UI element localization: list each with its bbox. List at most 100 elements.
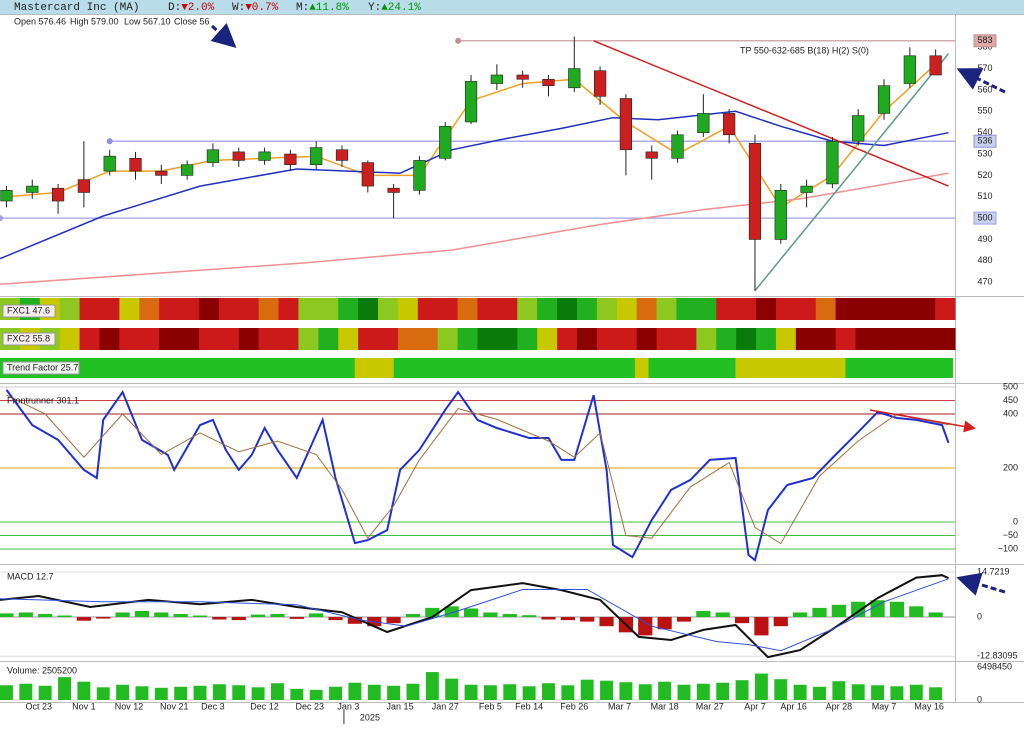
volume-bar bbox=[929, 687, 943, 700]
heat-cell bbox=[756, 298, 777, 320]
macd-histogram-bar bbox=[773, 617, 788, 627]
heat-cell bbox=[238, 328, 260, 350]
heat-cell bbox=[358, 298, 379, 320]
volume-bar bbox=[367, 684, 381, 700]
x-tick-label: Dec 23 bbox=[295, 701, 324, 711]
heat-cell bbox=[815, 328, 837, 350]
candle-body bbox=[929, 55, 942, 76]
moving-average bbox=[0, 110, 949, 260]
trend-segment bbox=[634, 358, 649, 378]
volume-bar bbox=[309, 689, 323, 700]
y-tick-label: 510 bbox=[977, 191, 992, 201]
heat-cell bbox=[875, 328, 896, 350]
heat-cell bbox=[437, 298, 459, 320]
heat-cell bbox=[656, 328, 677, 350]
macd-histogram-bar bbox=[289, 617, 304, 619]
x-tick-label: Oct 23 bbox=[25, 701, 52, 711]
volume-bar bbox=[890, 686, 904, 700]
change-value: ▲11.8% bbox=[309, 2, 349, 14]
heat-cell bbox=[218, 328, 240, 350]
heat-cell bbox=[537, 298, 558, 320]
candle-body bbox=[593, 70, 607, 97]
heat-cell bbox=[696, 298, 717, 320]
x-tick-label: Mar 27 bbox=[696, 701, 724, 711]
macd-histogram-bar bbox=[347, 617, 362, 624]
heat-cell bbox=[517, 328, 538, 350]
change-label: W: bbox=[232, 2, 245, 14]
macd-histogram-bar bbox=[270, 613, 285, 618]
volume-bar bbox=[290, 688, 304, 700]
heat-cell bbox=[756, 328, 777, 350]
level-anchor bbox=[106, 138, 113, 145]
macd-histogram-bar bbox=[134, 610, 150, 618]
macd-histogram-bar bbox=[444, 606, 459, 618]
heat-cell bbox=[656, 298, 677, 320]
volume-bar bbox=[561, 685, 575, 700]
macd-histogram-bar bbox=[173, 613, 188, 618]
macd-histogram-bar bbox=[580, 617, 595, 622]
volume-bar bbox=[832, 681, 846, 700]
heat-cell bbox=[596, 328, 618, 350]
heat-cell bbox=[119, 328, 140, 350]
level-label: 500 bbox=[977, 212, 992, 222]
heat-cell bbox=[318, 298, 339, 320]
y-tick-label: −50 bbox=[1003, 530, 1018, 540]
annotation: TP 550-632-685 B(18) H(2) S(0) bbox=[740, 45, 869, 55]
level-label: 536 bbox=[977, 136, 992, 146]
candle-body bbox=[619, 98, 633, 151]
heat-cell bbox=[159, 328, 180, 350]
heat-cell bbox=[696, 328, 717, 350]
macd-histogram-bar bbox=[715, 612, 730, 618]
candle-body bbox=[748, 143, 762, 240]
x-tick-label: Feb 14 bbox=[515, 701, 543, 711]
heat-cell bbox=[397, 328, 419, 350]
heat-cell bbox=[915, 328, 936, 350]
macd-histogram-bar bbox=[638, 617, 653, 636]
y-tick-label: 570 bbox=[977, 63, 992, 73]
level-anchor bbox=[0, 215, 3, 222]
x-tick-label: Apr 28 bbox=[826, 701, 853, 711]
heat-cell bbox=[338, 298, 359, 320]
volume-bar bbox=[619, 682, 633, 700]
heat-cell bbox=[935, 298, 956, 320]
heat-cell bbox=[477, 328, 498, 350]
heat-cell bbox=[557, 328, 578, 350]
volume-bar bbox=[406, 683, 420, 700]
change-w: W:▼0.7% bbox=[232, 2, 279, 14]
candle-body bbox=[774, 190, 787, 240]
volume-bar bbox=[580, 679, 594, 700]
candle-body bbox=[387, 187, 400, 193]
y-tick-label: 450 bbox=[1003, 395, 1018, 405]
macd-histogram-bar bbox=[231, 617, 246, 621]
heat-cell bbox=[835, 328, 857, 350]
macd-histogram-bar bbox=[96, 617, 111, 619]
x-tick-label: Dec 12 bbox=[250, 701, 279, 711]
candle-body bbox=[877, 85, 891, 114]
heat-cell bbox=[537, 328, 558, 350]
y-tick-label: 520 bbox=[977, 170, 992, 180]
heat-cell bbox=[497, 328, 518, 350]
candle-body bbox=[671, 134, 684, 159]
oscillator-line bbox=[5, 389, 950, 562]
heat-cell bbox=[258, 298, 280, 320]
panel-frames bbox=[0, 14, 1024, 703]
candle-body bbox=[464, 81, 478, 123]
x-tick-label: Jan 27 bbox=[432, 701, 459, 711]
y-tick-label: 200 bbox=[1003, 462, 1018, 472]
macd-histogram-bar bbox=[522, 615, 537, 618]
heat-cell bbox=[576, 298, 598, 320]
level-label: 583 bbox=[977, 35, 992, 45]
volume-bar bbox=[522, 686, 536, 700]
macd-histogram-bar bbox=[502, 613, 517, 618]
heat-cell bbox=[457, 328, 478, 350]
macd-line bbox=[0, 574, 949, 659]
year-label: 2025 bbox=[360, 712, 380, 722]
y-tick-label: 530 bbox=[977, 148, 992, 158]
macd-histogram-bar bbox=[696, 610, 711, 618]
trend-segment bbox=[735, 358, 846, 378]
change-value: ▼2.0% bbox=[181, 2, 214, 14]
panel-title: Trend Factor 25.7 bbox=[7, 362, 78, 372]
heat-cell bbox=[59, 298, 81, 320]
candle-body bbox=[77, 179, 90, 193]
ohlc-close: Close 56 bbox=[174, 16, 210, 26]
